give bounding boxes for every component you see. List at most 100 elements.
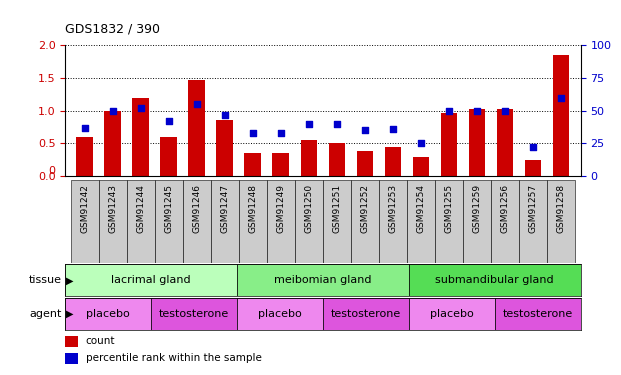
Bar xyxy=(99,180,127,262)
Text: testosterone: testosterone xyxy=(502,309,573,319)
Point xyxy=(276,130,286,136)
Point xyxy=(472,108,482,114)
Text: GSM91250: GSM91250 xyxy=(304,184,314,233)
Text: GSM91255: GSM91255 xyxy=(445,184,453,233)
Bar xyxy=(155,180,183,262)
Bar xyxy=(237,264,409,296)
Text: placebo: placebo xyxy=(86,309,130,319)
Text: percentile rank within the sample: percentile rank within the sample xyxy=(86,353,261,363)
Bar xyxy=(491,180,519,262)
Point xyxy=(388,126,398,132)
Point xyxy=(528,144,538,150)
Bar xyxy=(104,111,121,176)
Bar xyxy=(384,147,401,176)
Text: GSM91253: GSM91253 xyxy=(389,184,397,233)
Bar xyxy=(469,110,486,176)
Bar xyxy=(323,180,351,262)
Bar xyxy=(463,180,491,262)
Bar xyxy=(440,112,458,176)
Bar xyxy=(329,144,345,176)
Point xyxy=(360,128,370,134)
Text: GSM91251: GSM91251 xyxy=(332,184,342,233)
Point xyxy=(80,124,90,131)
Text: lacrimal gland: lacrimal gland xyxy=(111,275,191,285)
Text: submandibular gland: submandibular gland xyxy=(435,275,554,285)
Text: GSM91245: GSM91245 xyxy=(165,184,173,233)
Bar xyxy=(495,298,581,330)
Point xyxy=(500,108,510,114)
Text: ▶: ▶ xyxy=(66,275,73,285)
Point xyxy=(164,118,174,124)
Text: GSM91252: GSM91252 xyxy=(360,184,369,233)
Bar xyxy=(356,151,373,176)
Bar xyxy=(267,180,295,262)
Bar xyxy=(245,153,261,176)
Text: count: count xyxy=(86,336,116,346)
Text: GDS1832 / 390: GDS1832 / 390 xyxy=(65,22,160,36)
Text: GSM91254: GSM91254 xyxy=(417,184,425,233)
Bar xyxy=(217,120,233,176)
Bar xyxy=(239,180,267,262)
Bar xyxy=(65,352,78,364)
Point xyxy=(304,121,314,127)
Bar xyxy=(273,153,289,176)
Bar xyxy=(409,298,495,330)
Text: GSM91243: GSM91243 xyxy=(108,184,117,233)
Bar xyxy=(183,180,211,262)
Text: meibomian gland: meibomian gland xyxy=(274,275,372,285)
Bar xyxy=(151,298,237,330)
Bar xyxy=(497,110,514,176)
Bar xyxy=(127,180,155,262)
Text: GSM91242: GSM91242 xyxy=(80,184,89,233)
Text: testosterone: testosterone xyxy=(159,309,229,319)
Point xyxy=(556,94,566,100)
Bar xyxy=(76,137,93,176)
Bar xyxy=(65,298,151,330)
Point xyxy=(416,141,426,147)
Bar xyxy=(525,160,542,176)
Text: GSM91256: GSM91256 xyxy=(501,184,509,233)
Bar xyxy=(160,137,177,176)
Text: testosterone: testosterone xyxy=(331,309,401,319)
Text: ▶: ▶ xyxy=(66,309,73,319)
Bar xyxy=(132,98,149,176)
Bar xyxy=(301,140,317,176)
Text: GSM91246: GSM91246 xyxy=(193,184,201,233)
Text: GSM91257: GSM91257 xyxy=(528,184,538,233)
Bar xyxy=(211,180,239,262)
Bar xyxy=(553,55,569,176)
Bar xyxy=(295,180,323,262)
Text: GSM91244: GSM91244 xyxy=(137,184,145,233)
Bar xyxy=(237,298,323,330)
Bar xyxy=(409,264,581,296)
Bar xyxy=(65,336,78,347)
Bar xyxy=(407,180,435,262)
Bar xyxy=(379,180,407,262)
Bar xyxy=(65,264,237,296)
Text: placebo: placebo xyxy=(430,309,474,319)
Point xyxy=(248,130,258,136)
Bar xyxy=(519,180,547,262)
Point xyxy=(136,105,146,111)
Text: GSM91259: GSM91259 xyxy=(473,184,481,233)
Bar xyxy=(412,157,429,176)
Point xyxy=(108,108,118,114)
Bar xyxy=(323,298,409,330)
Point xyxy=(444,108,454,114)
Text: tissue: tissue xyxy=(29,275,62,285)
Text: placebo: placebo xyxy=(258,309,302,319)
Bar xyxy=(435,180,463,262)
Text: agent: agent xyxy=(30,309,62,319)
Text: GSM91249: GSM91249 xyxy=(276,184,286,233)
Bar xyxy=(547,180,575,262)
Text: GSM91247: GSM91247 xyxy=(220,184,229,233)
Text: GSM91258: GSM91258 xyxy=(556,184,566,233)
Point xyxy=(332,121,342,127)
Point xyxy=(192,101,202,107)
Bar xyxy=(351,180,379,262)
Text: 0: 0 xyxy=(48,166,55,176)
Point xyxy=(220,112,230,118)
Bar xyxy=(188,80,206,176)
Bar xyxy=(71,180,99,262)
Text: GSM91248: GSM91248 xyxy=(248,184,257,233)
